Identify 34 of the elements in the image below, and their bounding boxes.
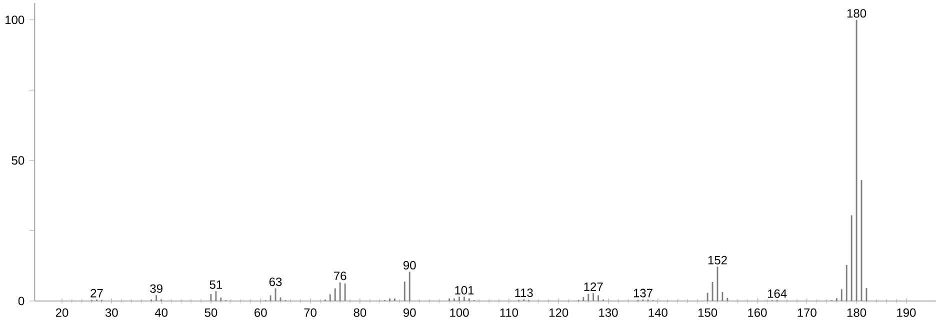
x-tick-label: 150 xyxy=(698,308,718,317)
x-tick-label: 120 xyxy=(549,308,568,317)
annotation: 127 xyxy=(584,282,603,291)
annotation: 51 xyxy=(210,280,222,289)
annotation: 63 xyxy=(269,278,282,286)
annotation: 164 xyxy=(768,289,787,298)
annotation: 39 xyxy=(150,284,162,293)
x-tick-label: 180 xyxy=(847,308,866,317)
annotation: 152 xyxy=(708,256,727,264)
x-tick-label: 50 xyxy=(204,308,218,317)
annotation: 90 xyxy=(403,260,416,270)
x-tick-label: 80 xyxy=(354,308,366,317)
x-tick-label: 20 xyxy=(56,308,68,317)
x-tick-label: 30 xyxy=(105,308,118,317)
x-tick-label: 90 xyxy=(403,308,416,317)
x-tick-label: 170 xyxy=(798,308,816,317)
annotation: 76 xyxy=(334,272,346,280)
x-tick-label: 70 xyxy=(304,308,316,317)
y-tick-label: 50 xyxy=(12,156,24,165)
y-tick-label: 0 xyxy=(18,296,24,306)
x-tick-label: 140 xyxy=(648,308,668,317)
x-tick-label: 60 xyxy=(254,308,267,317)
x-tick-label: 40 xyxy=(154,308,168,317)
x-tick-label: 160 xyxy=(748,308,767,317)
x-tick-label: 110 xyxy=(500,308,518,317)
x-tick-label: 190 xyxy=(897,308,916,317)
x-tick-label: 130 xyxy=(599,308,618,317)
annotation: 101 xyxy=(455,286,474,295)
annotation: 137 xyxy=(634,288,652,298)
x-tick-label: 100 xyxy=(450,308,469,317)
annotation: 27 xyxy=(90,288,103,298)
annotation: 180 xyxy=(847,9,866,18)
annotation: 113 xyxy=(515,288,533,298)
y-tick-label: 100 xyxy=(6,16,24,24)
